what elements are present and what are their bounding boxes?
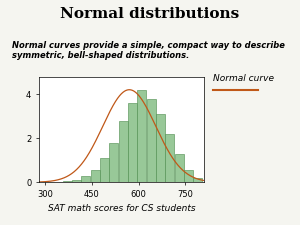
Bar	[62, 181, 71, 182]
Bar	[193, 178, 202, 182]
Bar	[128, 103, 137, 182]
Bar	[156, 114, 165, 182]
Text: Normal curve: Normal curve	[213, 74, 274, 83]
X-axis label: SAT math scores for CS students: SAT math scores for CS students	[48, 205, 195, 214]
Bar	[165, 134, 174, 182]
Bar	[175, 154, 184, 182]
Text: Normal curves provide a simple, compact way to describe
symmetric, bell-shaped d: Normal curves provide a simple, compact …	[12, 40, 285, 60]
Text: Normal distributions: Normal distributions	[60, 7, 240, 21]
Bar	[137, 90, 146, 182]
Bar	[147, 99, 156, 182]
Bar	[109, 143, 118, 182]
Bar	[118, 121, 127, 182]
Bar	[100, 158, 109, 182]
Bar	[81, 176, 90, 182]
Bar	[184, 170, 193, 182]
Bar	[91, 170, 100, 182]
Bar	[72, 180, 81, 182]
